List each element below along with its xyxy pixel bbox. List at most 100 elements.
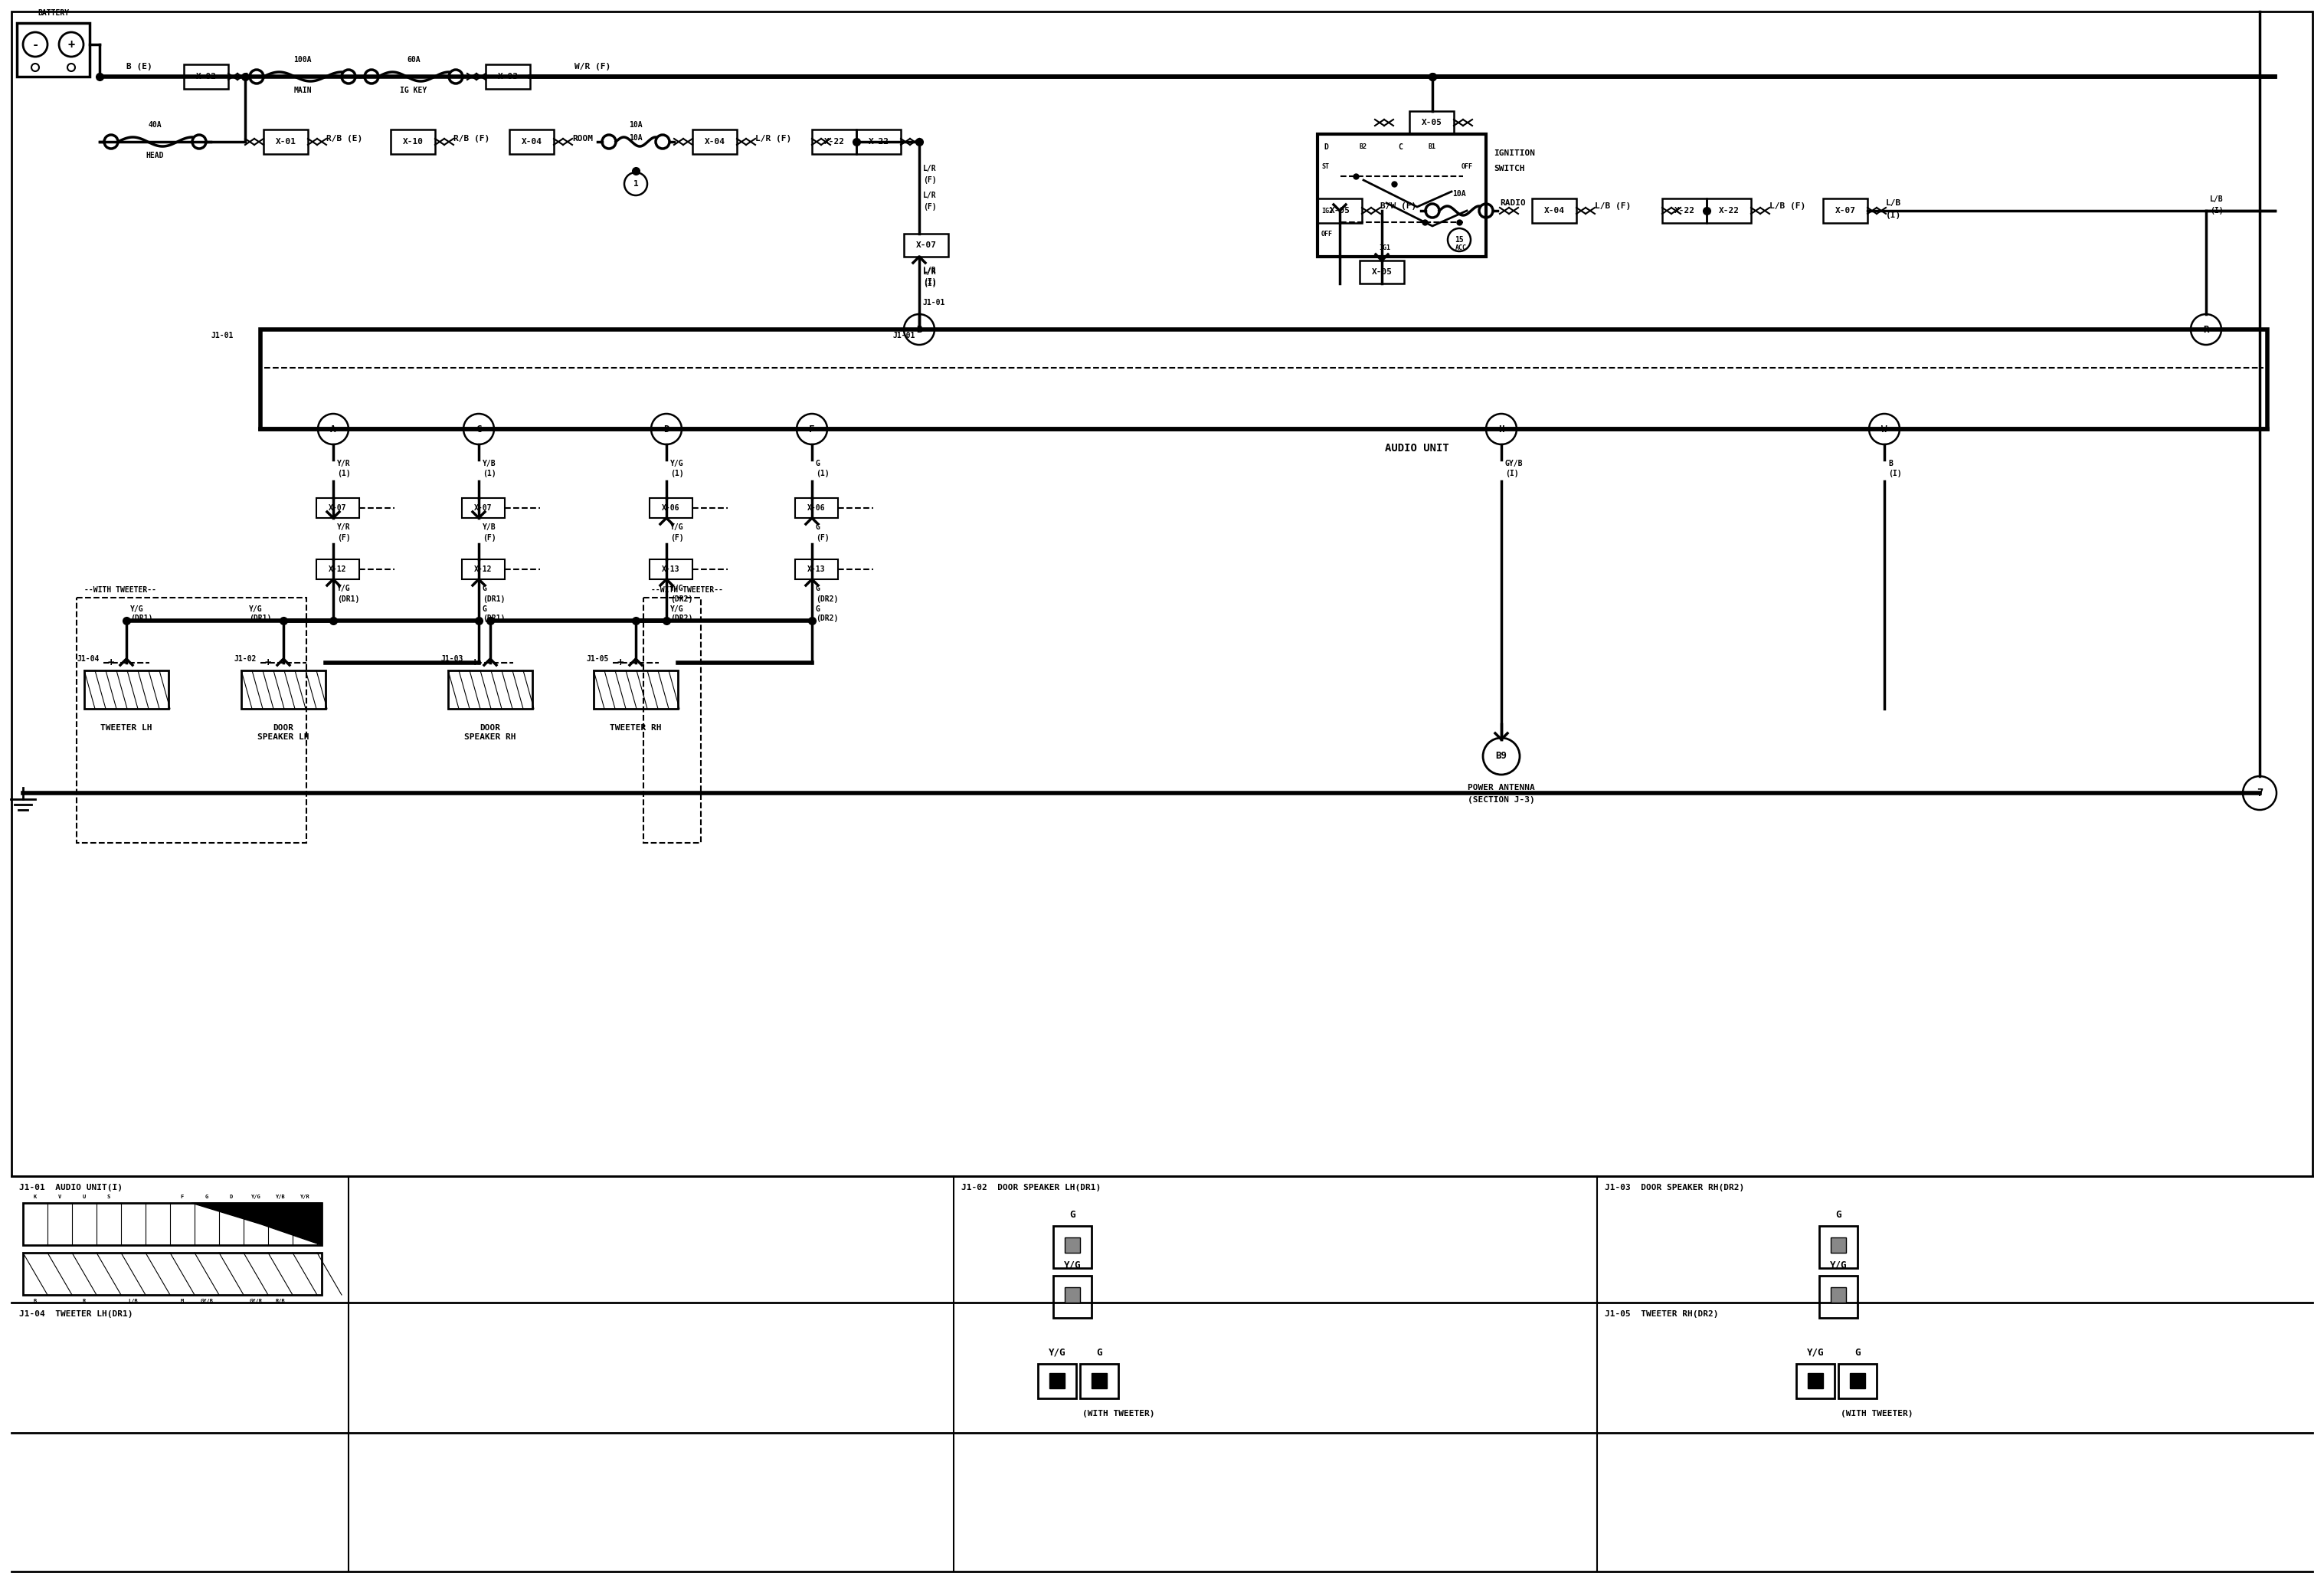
Text: --WITH TWEETER--: --WITH TWEETER-- (84, 586, 156, 594)
Text: -: - (295, 657, 302, 668)
Text: J1-04  TWEETER LH(DR1): J1-04 TWEETER LH(DR1) (19, 1311, 132, 1319)
Text: X-07: X-07 (474, 503, 493, 511)
Bar (23, 1203, 321, 1246)
Text: (I): (I) (923, 279, 937, 287)
Text: V: V (58, 1195, 60, 1200)
Text: MAIN: MAIN (293, 87, 311, 95)
Text: (I): (I) (1885, 212, 1901, 218)
Text: G: G (816, 584, 820, 592)
Text: (SECTION J-3): (SECTION J-3) (1469, 796, 1534, 804)
Bar (509, 130, 553, 154)
Bar (1662, 198, 1706, 223)
Text: Y/G: Y/G (130, 605, 144, 613)
Bar (644, 598, 702, 842)
Text: J1-01: J1-01 (892, 332, 916, 339)
Text: 10A: 10A (630, 135, 641, 142)
Bar (1706, 198, 1750, 223)
Bar (648, 559, 693, 579)
Text: D: D (230, 1195, 232, 1200)
Text: (DR1): (DR1) (337, 595, 360, 603)
Bar (12, 11, 2312, 1176)
Text: X-01: X-01 (274, 138, 295, 146)
Text: Y/R: Y/R (337, 459, 351, 467)
Bar (1408, 111, 1455, 135)
Bar (84, 671, 170, 709)
Text: (WITH TWEETER): (WITH TWEETER) (1083, 1410, 1155, 1417)
Text: G: G (1855, 1347, 1862, 1358)
Text: Y/R: Y/R (337, 524, 351, 530)
Text: X-10: X-10 (402, 138, 423, 146)
Text: (F): (F) (337, 533, 351, 541)
Bar (260, 329, 2268, 429)
Text: GY/B: GY/B (200, 1298, 214, 1303)
Text: C: C (1399, 144, 1401, 150)
Text: R/B: R/B (277, 1298, 286, 1303)
Text: J1-05  TWEETER RH(DR2): J1-05 TWEETER RH(DR2) (1606, 1311, 1717, 1319)
Text: (I): (I) (923, 280, 937, 288)
Text: M: M (181, 1298, 184, 1303)
Text: -: - (33, 38, 40, 51)
Text: X-13: X-13 (662, 565, 681, 573)
Text: (F): (F) (816, 533, 830, 541)
Bar (795, 499, 839, 518)
Text: RADIO: RADIO (1499, 199, 1525, 207)
Text: BATTERY: BATTERY (37, 9, 70, 17)
Text: L/B: L/B (2210, 195, 2224, 203)
Text: (F): (F) (923, 176, 937, 184)
Text: X-13: X-13 (806, 565, 825, 573)
Text: Y/B: Y/B (277, 1195, 286, 1200)
Text: DOOR
SPEAKER RH: DOOR SPEAKER RH (465, 723, 516, 741)
Text: Y/G: Y/G (1829, 1260, 1848, 1270)
Text: ROOM: ROOM (572, 135, 593, 142)
Text: (1): (1) (669, 470, 683, 478)
Text: G: G (483, 584, 488, 592)
Text: GY/R: GY/R (249, 1298, 263, 1303)
Bar (1838, 1365, 1878, 1398)
Bar (1820, 1276, 1857, 1319)
Bar (23, 1252, 321, 1295)
Text: (F): (F) (923, 203, 937, 211)
Text: G: G (483, 605, 488, 613)
Text: X-12: X-12 (328, 565, 346, 573)
Bar (184, 65, 228, 89)
Text: L/R: L/R (923, 266, 937, 274)
Text: -: - (139, 657, 144, 668)
Text: (I): (I) (1887, 470, 1901, 478)
Text: Y/G: Y/G (1806, 1347, 1824, 1358)
Bar (1532, 198, 1576, 223)
Text: (I): (I) (2210, 207, 2224, 215)
Text: Y/G: Y/G (337, 584, 351, 592)
Bar (593, 671, 679, 709)
Text: (F): (F) (669, 533, 683, 541)
Text: Y/G: Y/G (1064, 1260, 1081, 1270)
Bar (693, 130, 737, 154)
Text: (DR1): (DR1) (483, 614, 504, 622)
Text: X-07: X-07 (916, 241, 937, 249)
Text: D: D (665, 424, 669, 434)
Bar (1831, 1238, 1845, 1252)
Bar (449, 671, 532, 709)
Text: X-05: X-05 (1371, 268, 1392, 275)
Text: D: D (1325, 144, 1327, 150)
Text: X-05: X-05 (1422, 119, 1441, 127)
Text: OFF: OFF (1462, 163, 1473, 169)
Text: B2: B2 (1360, 144, 1367, 150)
Text: J1-01: J1-01 (923, 299, 946, 307)
Text: W/R (F): W/R (F) (574, 63, 611, 71)
Text: (DR1): (DR1) (130, 614, 153, 622)
Bar (1820, 1225, 1857, 1268)
Text: B/W (F): B/W (F) (1380, 203, 1418, 211)
Text: (DR2): (DR2) (669, 614, 693, 622)
Text: TWEETER RH: TWEETER RH (609, 723, 662, 731)
Bar (855, 130, 902, 154)
Bar (1064, 1287, 1081, 1303)
Text: IG2: IG2 (1322, 207, 1334, 214)
Bar (316, 559, 360, 579)
Text: GY/B: GY/B (1506, 459, 1522, 467)
Text: (DR2): (DR2) (816, 595, 839, 603)
Bar (77, 598, 307, 842)
Text: C: C (476, 424, 481, 434)
Text: B: B (916, 325, 923, 334)
Text: X-07: X-07 (1836, 207, 1855, 215)
Text: J1-02: J1-02 (235, 655, 256, 663)
